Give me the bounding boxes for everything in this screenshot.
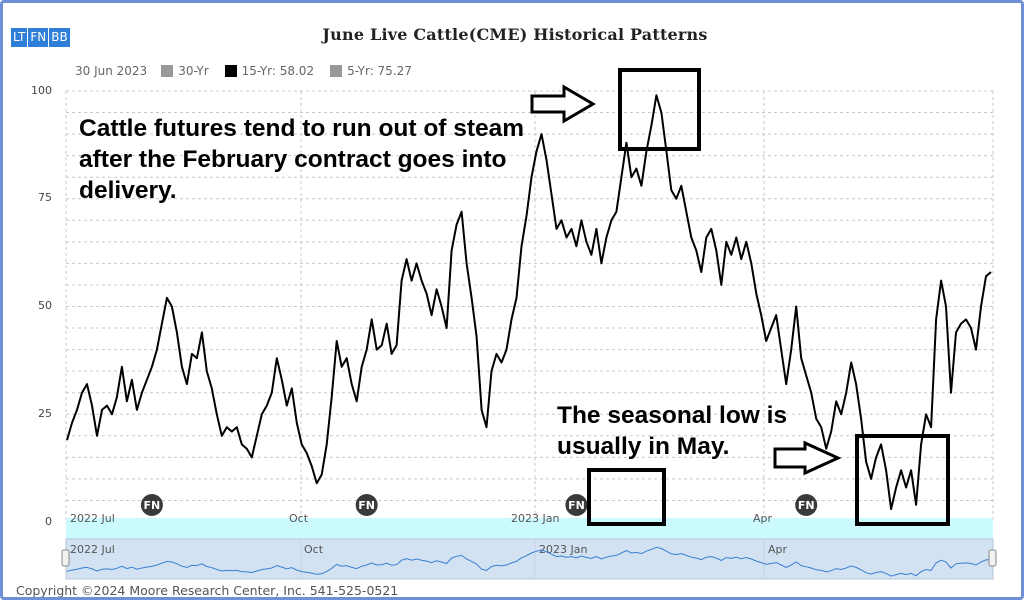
annotation-text-peak: Cattle futures tend to run out of steam …: [79, 115, 525, 204]
fn-marker-label: FN: [144, 499, 161, 512]
legend-date-label: 30 Jun 2023: [75, 64, 148, 78]
fn-markers: FNFNFNFNFNFN: [140, 494, 818, 516]
y-tick-label-25: 25: [38, 407, 52, 420]
legend-item-15yr[interactable]: 15-Yr: 58.02: [224, 64, 315, 78]
fn-marker[interactable]: FN: [795, 494, 818, 516]
highlight-box-fn-feb: [587, 468, 666, 526]
annotation-text-low: The seasonal low is usually in May.: [557, 402, 788, 460]
legend-label-5yr: 5-Yr: 75.27: [347, 64, 412, 78]
legend-item-5yr[interactable]: 5-Yr: 75.27: [330, 64, 412, 78]
fn-marker[interactable]: FN: [355, 494, 378, 516]
navigator-background: [65, 538, 994, 580]
navigator-label-jan: 2023 Jan: [539, 543, 587, 556]
y-tick-label-50: 50: [38, 299, 52, 312]
x-tick-label-jul: 2022 Jul: [70, 512, 115, 525]
annotation-shapes: [530, 68, 950, 526]
legend-item-30yr[interactable]: 30-Yr: [161, 64, 209, 78]
legend-date: 30 Jun 2023: [75, 64, 147, 78]
legend: 30 Jun 2023 30-Yr 15-Yr: 58.02 5-Yr: 75.…: [75, 64, 428, 78]
navigator-label-apr: Apr: [768, 543, 788, 556]
navigator-handle-right[interactable]: [988, 549, 997, 567]
fn-marker-circle: [355, 494, 378, 516]
legend-label-30yr: 30-Yr: [178, 64, 209, 78]
fn-marker-circle: [565, 494, 588, 516]
x-axis-labels: 2022 Jul Oct 2023 Jan Apr: [70, 512, 773, 525]
grid: [65, 90, 994, 523]
y-axis-labels: 0 25 50 75 100: [31, 84, 52, 528]
legend-swatch-5yr: [330, 65, 343, 77]
x-tick-label-jan: 2023 Jan: [511, 512, 559, 525]
legend-label-15yr: 15-Yr: 58.02: [241, 64, 315, 78]
fn-marker-label: FN: [358, 499, 375, 512]
navigator-series-line: [66, 546, 992, 577]
fn-button[interactable]: FN: [28, 28, 49, 47]
x-tick-label-oct: Oct: [289, 512, 309, 525]
navigator[interactable]: 2022 Jul Oct 2023 Jan Apr: [61, 538, 997, 580]
fn-marker-circle: [140, 494, 163, 516]
highlight-box-peak: [618, 68, 701, 151]
toolbar: LT FN BB: [11, 28, 71, 47]
highlight-box-low: [855, 434, 950, 526]
fn-marker[interactable]: FN: [565, 494, 588, 516]
navigator-handle-left[interactable]: [61, 549, 70, 567]
chart-svg: 0 25 50 75 100 2022 Jul Oct 2023 Jan Apr…: [31, 68, 997, 580]
x-axis-band: [66, 518, 993, 539]
lt-button[interactable]: LT: [11, 28, 28, 47]
y-tick-label-100: 100: [31, 84, 52, 97]
y-tick-label-75: 75: [38, 191, 52, 204]
arrow-right-top: [530, 84, 596, 124]
navigator-label-oct: Oct: [304, 543, 324, 556]
legend-swatch-30yr: [161, 65, 174, 77]
fn-marker-circle: [795, 494, 818, 516]
navigator-label-jul: 2022 Jul: [70, 543, 115, 556]
copyright-footer: Copyright ©2024 Moore Research Center, I…: [16, 583, 399, 598]
fn-marker-label: FN: [798, 499, 815, 512]
legend-swatch-15yr: [224, 65, 237, 77]
x-tick-label-apr: Apr: [753, 512, 773, 525]
fn-marker-label: FN: [568, 499, 585, 512]
bb-button[interactable]: BB: [49, 28, 70, 47]
arrow-right-low: [773, 440, 842, 476]
y-tick-label-0: 0: [45, 515, 52, 528]
series-15yr-line: [66, 94, 992, 511]
fn-marker[interactable]: FN: [140, 494, 163, 516]
chart-title: June Live Cattle(CME) Historical Pattern…: [322, 25, 708, 44]
